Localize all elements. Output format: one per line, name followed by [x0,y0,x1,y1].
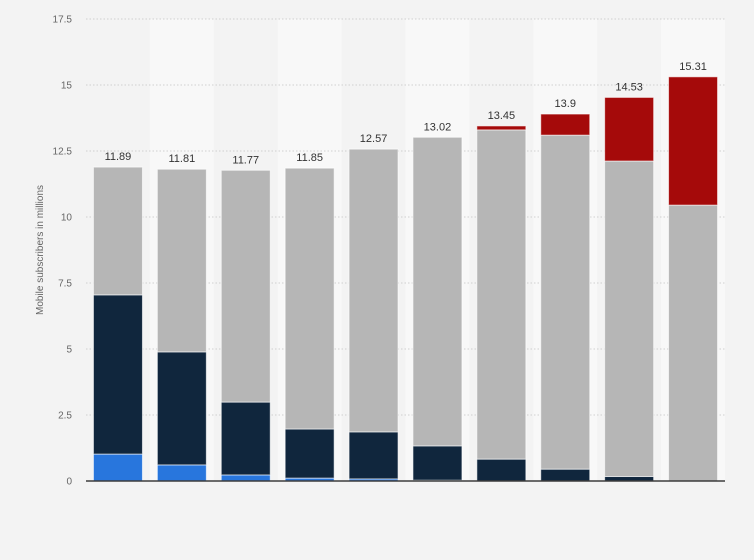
bar-segment-2 [476,458,527,482]
total-value-label: 13.02 [424,121,452,133]
bar-segment-2 [284,428,335,479]
bar-segment-3 [348,148,399,433]
y-tick-label: 5 [66,345,72,356]
y-axis-ticks: 0 2.5 5 7.5 10 12.5 15 17.5 [53,15,73,488]
bar-segment-2 [220,401,271,476]
total-value-label: 11.81 [168,153,195,165]
bar-segment-2 [412,445,463,481]
bar-segment-3 [476,129,527,460]
bar-segment-3 [604,160,655,478]
total-value-label: 11.89 [105,151,132,163]
bar-segment-3 [284,167,335,430]
value-labels: 11.89 11.81 11.77 11.85 12.57 13.02 13.45 13.9 1… [105,61,707,166]
bar-segment-2 [156,351,207,466]
bar-segment-3 [220,169,271,403]
bar-segment-4 [476,125,527,131]
y-tick-label: 12.5 [53,147,73,158]
bars [92,76,719,482]
bar-segment-3 [668,204,719,482]
bar-segment-3 [540,134,591,470]
bar-segment-4 [604,96,655,162]
y-tick-label: 2.5 [58,411,72,422]
bar-segment-3 [412,136,463,447]
total-value-label: 15.31 [679,61,707,73]
bar-segment-2 [348,431,399,480]
total-value-label: 13.9 [555,98,576,110]
bar-segment-1 [92,453,143,482]
bar-segment-4 [668,76,719,206]
total-value-label: 11.85 [296,152,323,164]
total-value-label: 12.57 [360,133,388,145]
y-axis-title: Mobile subscribers in millions [35,185,46,315]
total-value-label: 11.77 [232,154,259,166]
bar-segment-1 [156,464,207,482]
bar-segment-1 [220,474,271,482]
bar-segment-3 [92,166,143,296]
bar-segment-3 [156,168,207,353]
bar-segment-2 [92,294,143,455]
bar-segment-4 [540,113,591,136]
bar-segment-2 [540,468,591,482]
y-tick-label: 17.5 [53,15,73,26]
y-tick-label: 0 [66,477,72,488]
y-tick-label: 10 [61,213,73,224]
total-value-label: 13.45 [488,110,516,122]
y-tick-label: 7.5 [58,279,72,290]
total-value-label: 14.53 [615,81,643,93]
y-tick-label: 15 [61,81,73,92]
